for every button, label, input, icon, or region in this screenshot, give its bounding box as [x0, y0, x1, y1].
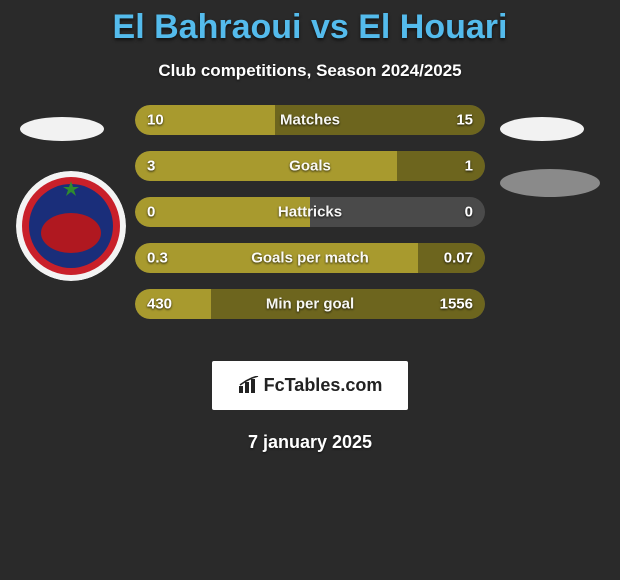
- team-badge-left: [16, 171, 126, 281]
- team-badge-icon: [16, 171, 126, 281]
- stat-name: Matches: [280, 112, 340, 129]
- stat-value-left: 0.3: [147, 250, 168, 267]
- stat-row-min-per-goal: 430 Min per goal 1556: [135, 289, 485, 319]
- brand-badge: FcTables.com: [212, 361, 409, 410]
- oval-mid-right: [500, 169, 600, 197]
- brand-text: FcTables.com: [264, 375, 383, 395]
- bar-fill-left: [135, 151, 398, 181]
- comparison-stage: 10Matches153Goals10Hattricks00.3Goals pe…: [0, 105, 620, 355]
- stat-row-goals: 3 Goals 1: [135, 151, 485, 181]
- stat-row-matches: 10 Matches 15: [135, 105, 485, 135]
- oval-top-left: [20, 117, 104, 141]
- stat-value-right: 0.07: [444, 250, 473, 267]
- stat-value-right: 1: [465, 158, 473, 175]
- stat-name: Hattricks: [278, 204, 342, 221]
- stat-value-right: 1556: [440, 296, 473, 313]
- stat-value-left: 0: [147, 204, 155, 221]
- date-label: 7 january 2025: [0, 432, 620, 453]
- stat-value-left: 10: [147, 112, 164, 129]
- stat-row-goals-per-match: 0.3 Goals per match 0.07: [135, 243, 485, 273]
- stat-value-left: 430: [147, 296, 172, 313]
- player-left-name: El Bahraoui: [113, 8, 302, 46]
- stat-value-right: 0: [465, 204, 473, 221]
- brand-area: FcTables.com: [0, 361, 620, 410]
- stat-value-right: 15: [456, 112, 473, 129]
- stat-value-left: 3: [147, 158, 155, 175]
- bars-container: 10Matches153Goals10Hattricks00.3Goals pe…: [135, 105, 485, 335]
- subtitle: Club competitions, Season 2024/2025: [0, 61, 620, 81]
- vs-text: vs: [311, 8, 358, 46]
- stat-name: Min per goal: [266, 296, 354, 313]
- page-title: El Bahraoui vs El Houari: [0, 0, 620, 47]
- stat-name: Goals per match: [251, 250, 369, 267]
- player-right-name: El Houari: [358, 8, 507, 46]
- stat-name: Goals: [289, 158, 331, 175]
- stats-bars-icon: [238, 376, 260, 394]
- oval-top-right: [500, 117, 584, 141]
- stat-row-hattricks: 0 Hattricks 0: [135, 197, 485, 227]
